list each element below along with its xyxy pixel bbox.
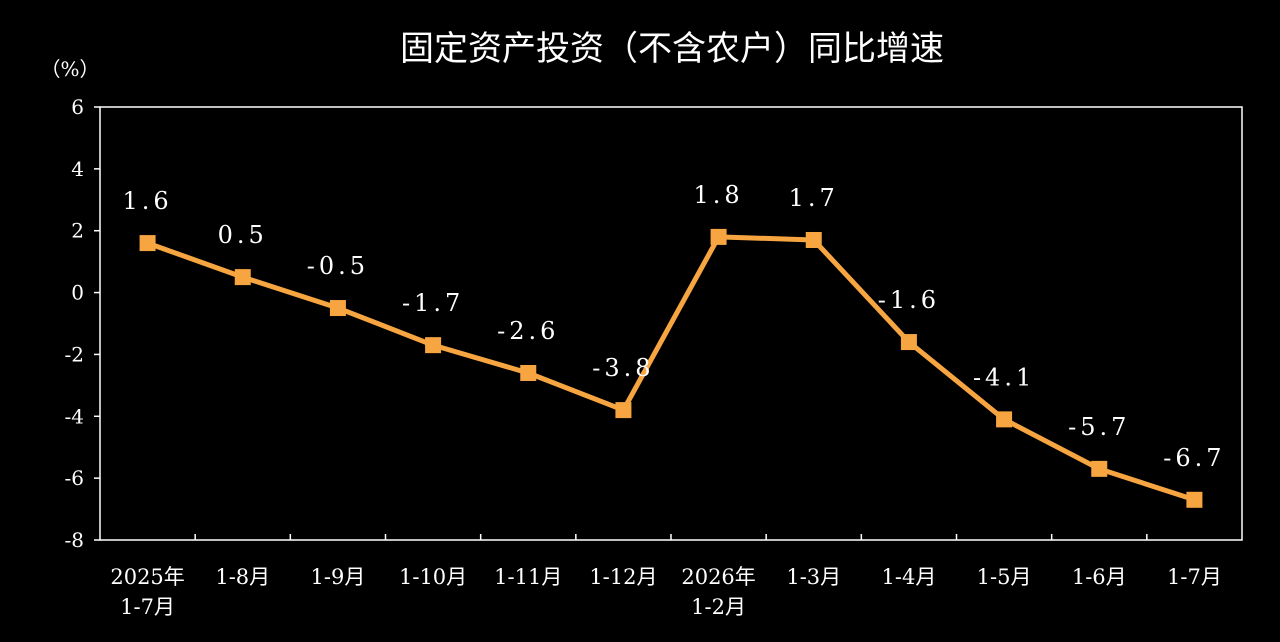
data-label: 0.5 — [218, 221, 268, 249]
series-line — [146, 234, 1196, 503]
data-point-marker — [710, 228, 727, 245]
x-tick-label: 2026年 1-2月 — [681, 565, 755, 619]
y-tick-label: -4 — [65, 404, 84, 428]
x-tick-label: 2025年 1-7月 — [110, 565, 184, 619]
data-label: 1.6 — [122, 187, 172, 215]
data-label: -2.6 — [497, 317, 559, 345]
x-tick-label: 1-10月 — [399, 565, 467, 589]
y-axis-unit-label: （%） — [40, 57, 99, 81]
data-point-marker — [1186, 491, 1203, 508]
x-tick-label: 1-5月 — [977, 565, 1032, 589]
series-line-group — [139, 228, 1203, 508]
data-label: -4.1 — [973, 363, 1035, 391]
x-tick-label: 1-11月 — [494, 565, 562, 589]
x-tick-label: 1-8月 — [215, 565, 270, 589]
chart-title: 固定资产投资（不含农户）同比增速 — [400, 29, 944, 69]
y-axis: 6 4 2 0 -2 -4 -6 -8 — [65, 95, 100, 552]
data-point-marker — [234, 269, 251, 286]
y-tick-label: -8 — [65, 528, 84, 552]
x-axis: 2025年 1-7月 1-8月 1-9月 1-10月 1-11月 1-12月 2026年 1-2… — [110, 534, 1222, 619]
data-point-marker — [996, 411, 1013, 428]
x-tick-label: 1-9月 — [311, 565, 366, 589]
data-point-marker — [425, 337, 442, 354]
data-point-marker — [900, 334, 917, 351]
data-point-marker — [139, 235, 156, 252]
x-tick-label: 1-3月 — [786, 565, 841, 589]
data-label: -0.5 — [307, 252, 369, 280]
data-labels-group: 1.6 0.5 -0.5 -1.7 -2.6 -3.8 1.8 1.7 -1.6 -4.1 -5.7… — [122, 181, 1225, 472]
x-tick-label: 1-12月 — [589, 565, 657, 589]
data-label: -1.6 — [878, 286, 940, 314]
data-label: 1.8 — [693, 181, 743, 209]
data-point-marker — [615, 402, 632, 419]
data-point-marker — [1091, 460, 1108, 477]
data-label: -1.7 — [402, 289, 464, 317]
data-label: -6.7 — [1163, 444, 1225, 472]
data-label: -3.8 — [592, 354, 654, 382]
y-tick-label: 0 — [71, 281, 84, 305]
x-tick-label: 1-4月 — [882, 565, 937, 589]
y-tick-label: -6 — [65, 466, 84, 490]
data-point-marker — [520, 364, 537, 381]
x-tick-label: 1-6月 — [1072, 565, 1127, 589]
y-tick-label: -2 — [65, 342, 84, 366]
x-tick-label: 1-7月 — [1167, 565, 1222, 589]
y-tick-label: 4 — [71, 157, 84, 181]
data-label: 1.7 — [789, 184, 839, 212]
y-tick-label: 6 — [71, 95, 84, 119]
data-point-marker — [329, 300, 346, 317]
data-point-marker — [805, 231, 822, 248]
y-tick-label: 2 — [71, 219, 84, 243]
data-label: -5.7 — [1068, 413, 1130, 441]
